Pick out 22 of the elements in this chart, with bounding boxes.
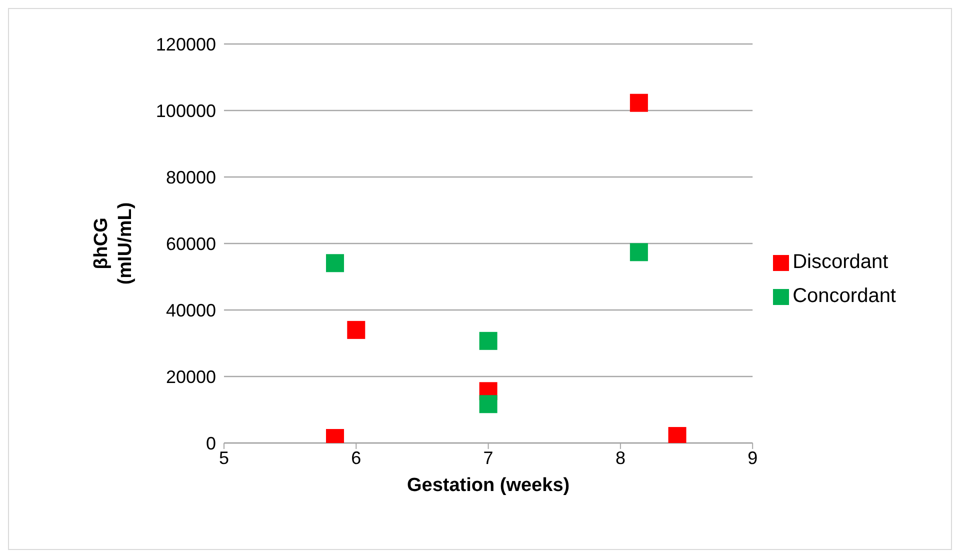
y-tick-label: 80000 xyxy=(166,167,216,188)
point xyxy=(347,320,366,339)
x-axis-title: Gestation (weeks) xyxy=(406,475,570,496)
legend-label: Discordant xyxy=(792,251,888,273)
y-tick-label: 100000 xyxy=(156,100,216,121)
x-tick-label: 9 xyxy=(748,448,758,468)
legend-label: Concordant xyxy=(792,285,896,307)
point xyxy=(326,254,344,272)
y-tick-label: 20000 xyxy=(166,366,216,387)
y-tick-label: 120000 xyxy=(156,34,216,54)
point xyxy=(479,332,498,350)
x-tick-label: 6 xyxy=(351,448,362,468)
point xyxy=(630,243,648,262)
x-tick-label: 7 xyxy=(483,448,494,468)
y-tick-label: 60000 xyxy=(166,234,216,254)
x-tick-label: 8 xyxy=(615,448,626,468)
point xyxy=(479,395,498,414)
x-tick-label: 5 xyxy=(218,448,230,468)
y-tick-label: 40000 xyxy=(166,300,216,320)
y-axis-title: βhCG (mIU/mL) xyxy=(91,202,136,285)
y-tick-label: 0 xyxy=(206,433,216,454)
point xyxy=(630,94,648,112)
